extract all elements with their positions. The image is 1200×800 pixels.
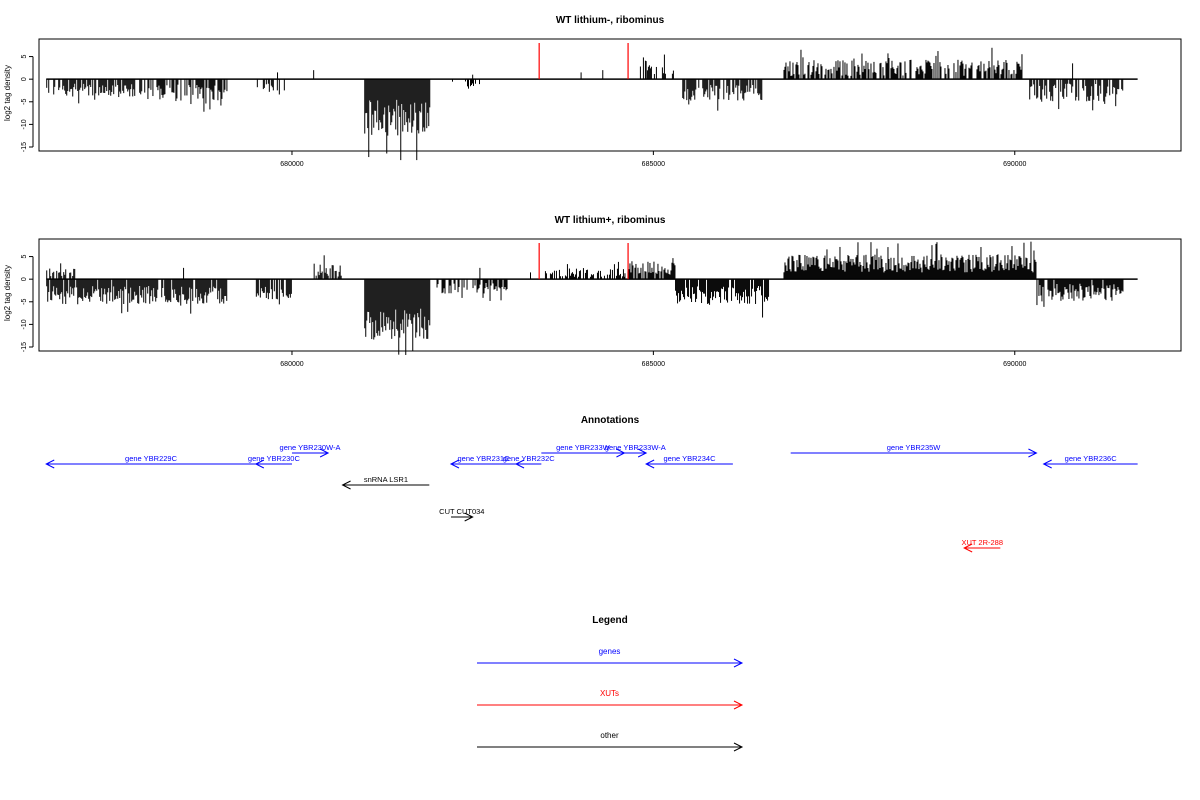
feature-arrowhead (637, 448, 648, 458)
legend-item: genes (477, 647, 744, 668)
feature-label: gene YBR231C (458, 454, 511, 463)
annotation-feature: CUT CUT034 (439, 507, 484, 522)
feature-label: gene YBR236C (1065, 454, 1118, 463)
legend-items: genes XUTs other (477, 647, 744, 752)
feature-label: gene YBR230C (248, 454, 301, 463)
y-tick-label: 0 (21, 77, 28, 81)
panel-1-plot-frame (38, 38, 1182, 152)
legend-item: XUTs (477, 689, 744, 710)
panel-1-x-ticks: 680000 685000 690000 (280, 151, 1027, 168)
y-tick-label: -5 (21, 99, 28, 105)
annotation-feature: gene YBR234C (645, 454, 733, 469)
legend-arrowhead (733, 658, 744, 668)
y-tick-label: -10 (21, 319, 28, 329)
legend-item: other (477, 731, 744, 752)
annotation-feature: gene YBR229C (45, 454, 256, 469)
annotations-title: Annotations (581, 415, 640, 426)
feature-arrowhead (1028, 448, 1038, 458)
feature-label: gene YBR233W-A (605, 443, 666, 452)
panel-2-x-ticks: 680000 685000 690000 (280, 351, 1027, 368)
legend-label: XUTs (600, 689, 619, 698)
annotation-feature: gene YBR235W (790, 443, 1038, 458)
panel-2-title: WT lithium+, ribominus (555, 215, 666, 226)
x-tick-label: 680000 (280, 361, 303, 368)
feature-label: gene YBR232C (503, 454, 556, 463)
annotation-feature: gene YBR230C (248, 454, 301, 469)
annotation-feature: gene YBR236C (1042, 454, 1138, 469)
annotation-features: gene YBR229C gene YBR230C gene YBR230W-A sn… (45, 443, 1138, 553)
panel-2-plot-frame (38, 238, 1182, 352)
feature-arrowhead (341, 480, 351, 490)
feature-arrowhead (963, 543, 973, 553)
y-tick-label: -5 (21, 299, 28, 305)
panel-1: WT lithium-, ribominus log2 tag density … (3, 15, 1182, 168)
feature-arrowhead (464, 512, 474, 522)
y-tick-label: 0 (21, 277, 28, 281)
x-tick-label: 690000 (1003, 361, 1026, 368)
feature-label: gene YBR234C (664, 454, 717, 463)
feature-label: snRNA LSR1 (364, 475, 408, 484)
legend: Legend genes XUTs other (477, 615, 744, 752)
panel-1-title: WT lithium-, ribominus (556, 15, 665, 26)
feature-label: gene YBR230W-A (280, 443, 341, 452)
annotation-feature: gene YBR231C (449, 454, 517, 469)
annotation-feature: gene YBR230W-A (280, 443, 341, 458)
panel-1-y-ticks: -15 -10 -5 0 5 (21, 55, 34, 152)
feature-arrowhead (254, 459, 265, 469)
feature-arrowhead (1042, 459, 1052, 469)
x-tick-label: 685000 (642, 161, 665, 168)
feature-arrowhead (45, 459, 55, 469)
panel-2-bars (46, 241, 1138, 355)
legend-label: genes (599, 647, 621, 656)
y-tick-label: -15 (21, 342, 28, 352)
feature-label: CUT CUT034 (439, 507, 484, 516)
x-tick-label: 680000 (280, 161, 303, 168)
feature-arrowhead (319, 448, 330, 458)
panel-2-ylabel: log2 tag density (3, 265, 12, 321)
annotation-feature: gene YBR233W-A (605, 443, 666, 458)
feature-label: XUT 2R-288 (961, 538, 1003, 547)
panel-2: WT lithium+, ribominus log2 tag density … (3, 215, 1182, 368)
x-tick-label: 690000 (1003, 161, 1026, 168)
y-tick-label: -10 (21, 119, 28, 129)
panel-1-bars (46, 43, 1138, 161)
annotations-panel: Annotations gene YBR229C gene YBR230Cgene… (45, 415, 1138, 553)
feature-label: gene YBR235W (887, 443, 942, 452)
legend-arrowhead (733, 742, 744, 752)
legend-arrowhead (733, 700, 744, 710)
x-tick-label: 685000 (642, 361, 665, 368)
annotation-feature: gene YBR232C (503, 454, 556, 469)
panel-2-y-ticks: -15 -10 -5 0 5 (21, 255, 34, 352)
legend-label: other (600, 731, 619, 740)
feature-label: gene YBR229C (125, 454, 178, 463)
annotation-feature: XUT 2R-288 (961, 538, 1003, 553)
panel-1-ylabel: log2 tag density (3, 65, 12, 121)
feature-label: gene YBR233W (556, 443, 611, 452)
feature-arrowhead (514, 459, 525, 469)
y-tick-label: 5 (21, 55, 28, 59)
legend-title: Legend (592, 615, 628, 626)
y-tick-label: 5 (21, 255, 28, 259)
y-tick-label: -15 (21, 142, 28, 152)
feature-arrowhead (449, 459, 460, 469)
feature-arrowhead (645, 459, 655, 469)
annotation-feature: snRNA LSR1 (341, 475, 430, 490)
